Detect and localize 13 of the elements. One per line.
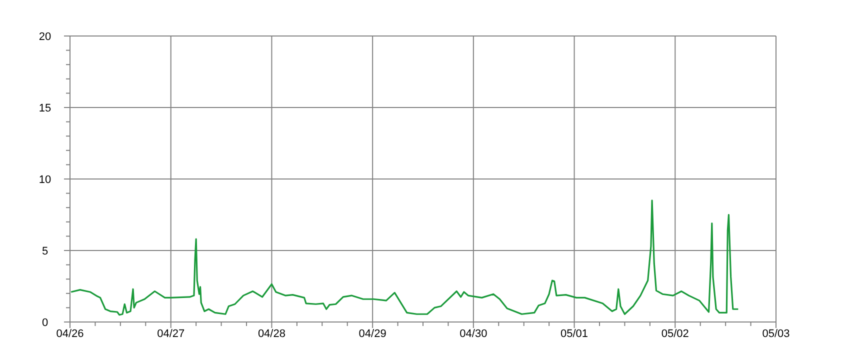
- x-tick-label: 04/27: [157, 328, 185, 340]
- y-tick-label: 0: [42, 317, 48, 329]
- y-tick-label: 10: [38, 174, 52, 186]
- x-tick-label: 04/29: [358, 328, 386, 340]
- y-tick-label: 15: [38, 102, 52, 114]
- x-tick-label: 05/03: [762, 328, 790, 340]
- x-tick-label: 04/30: [460, 328, 488, 340]
- x-tick-label: 04/26: [56, 328, 84, 340]
- x-tick-label: 04/28: [258, 328, 286, 340]
- x-tick-label: 05/01: [560, 328, 588, 340]
- y-tick-label: 20: [38, 31, 52, 43]
- x-tick-label: 05/02: [661, 328, 689, 340]
- y-tick-label: 5: [42, 246, 48, 258]
